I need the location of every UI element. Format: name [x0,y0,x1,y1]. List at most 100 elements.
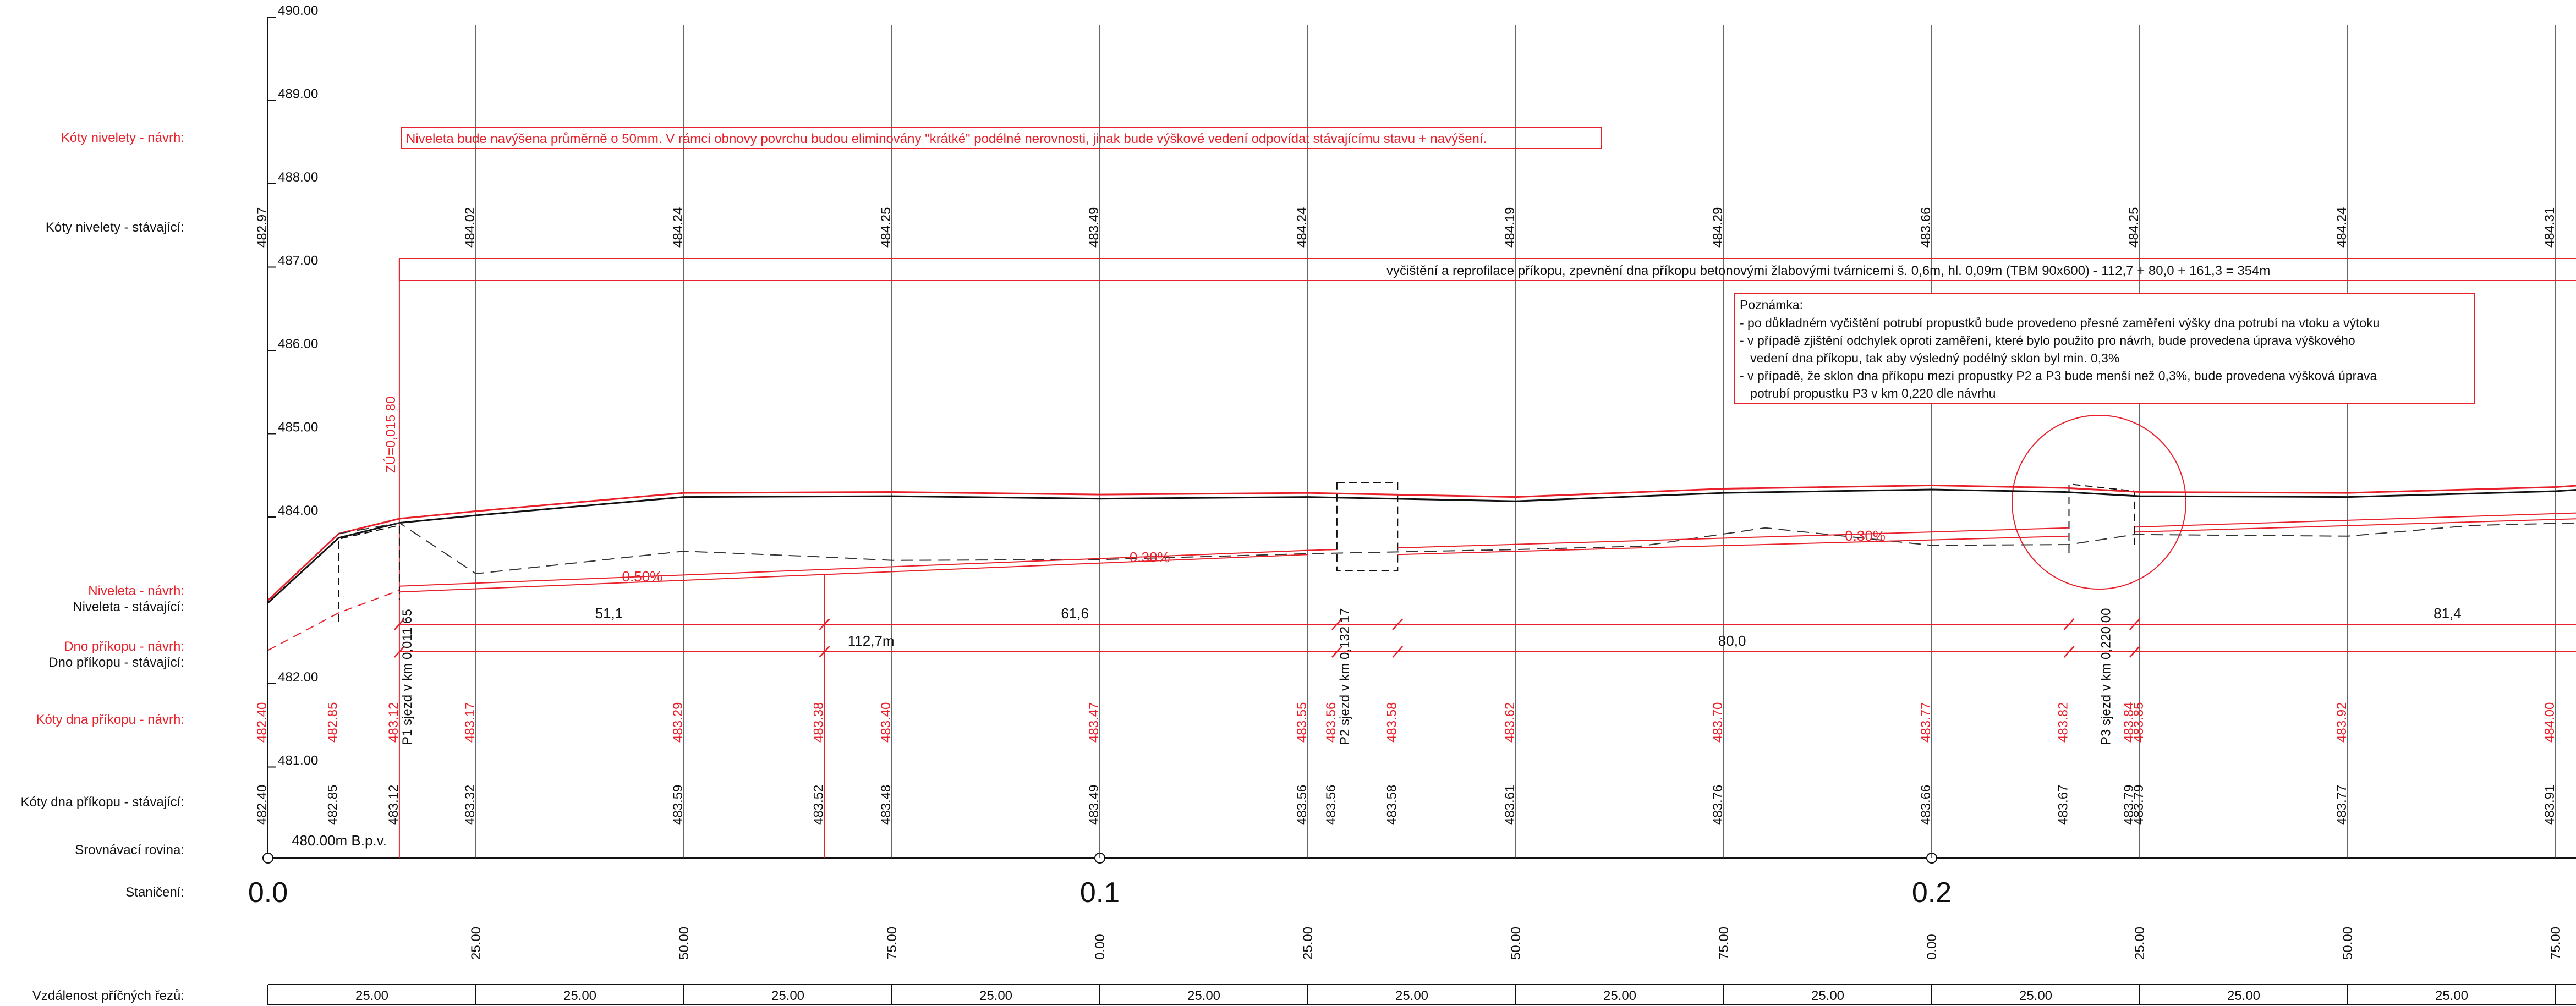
row-label-koty-nivelety-stavajici: Kóty nivelety - stávající: [46,220,184,235]
elevation-label-dno-stavajici: 483.58 [1384,785,1399,825]
km-marker-circle [262,853,273,864]
elevation-tick-label: 488.00 [278,170,318,185]
culvert-p3-box [2068,483,2135,553]
elevation-label-dno-stavajici: 483.77 [2334,785,2349,825]
culvert-label: P3 sjezd v km 0,220 00 [2098,608,2113,745]
dimension-tick [1331,618,1342,630]
distance-cell: 25.00 [563,988,596,1003]
elevation-tick-label: 489.00 [278,87,318,102]
elevation-label-dno-navrh: 483.84 [2122,702,2136,743]
dimension-label: 112,7m [848,633,895,649]
drawing-frame: 490.00 489.00 488.00 487.00 486.00 485.00 484.… [262,3,2576,864]
km-label: 0.2 [1912,877,1952,909]
dimension-tick [1392,618,1404,630]
station-label: 25.00 [469,927,484,960]
elevation-label-dno-stavajici: 483.79 [2122,785,2136,825]
niveleta-note-box [401,127,1602,149]
elevation-label-dno-navrh: 482.40 [255,702,270,743]
distance-cell: 25.00 [979,988,1012,1003]
dimension-tick [1392,646,1404,658]
dimension-tick [2129,646,2140,658]
elevation-label-niveleta: 482.97 [255,207,270,248]
datum-label: 480.00m B.p.v. [292,832,387,849]
km-label: 0.0 [248,877,288,909]
row-label-vzdalenost: Vzdálenost příčných řezů: [32,988,184,1003]
niveleta-note-text: Niveleta bude navýšena průměrně o 50mm. … [406,131,1487,146]
row-label-koty-dna-stavajici: Kóty dna příkopu - stávající: [21,795,184,810]
dno-navrh-line [2134,512,2576,528]
dno-navrh-line [1397,535,2069,556]
elevation-label-niveleta: 483.49 [1087,207,1101,248]
culvert-p2-box [1336,482,1399,571]
elevation-label-dno-navrh: 483.40 [879,702,894,743]
poznamka-title: Poznámka: [1740,298,1803,312]
dimension-tick [819,618,830,630]
elevation-tick-label: 482.00 [278,670,318,685]
elevation-label-niveleta: 484.24 [1295,207,1309,248]
poznamka-line-4: - v případě, že sklon dna příkopu mezi p… [1740,369,2377,383]
elevation-label-niveleta: 484.24 [671,207,686,248]
elevation-tick-label: 481.00 [278,754,318,768]
elevation-label-dno-navrh: 483.29 [671,702,686,743]
profile-lines [267,415,2576,651]
elevation-label-dno-navrh: 483.77 [1919,702,1933,743]
elevation-label-dno-stavajici: 483.56 [1295,785,1309,825]
station-label: 25.00 [1301,927,1316,960]
dimension-tick [393,646,405,658]
elevation-label-dno-navrh: 483.17 [463,702,478,743]
elevation-label-dno-navrh: 483.85 [2131,702,2146,743]
elevation-label-niveleta: 484.19 [1503,207,1517,248]
poznamka-line-1: - po důkladném vyčištění potrubí propust… [1740,316,2380,330]
elevation-label-dno-navrh: 483.47 [1087,702,1101,743]
elevation-tick-label: 486.00 [278,337,318,351]
dno-navrh-line [399,554,1308,593]
row-label-dno-stavajici: Dno příkopu - stávající: [48,655,184,670]
distance-cell: 25.00 [2227,988,2260,1003]
culvert-label: P2 sjezd v km 0,132 17 [1338,608,1352,745]
station-label: 50.00 [677,927,692,960]
station-label: 25.00 [2133,927,2147,960]
elevation-label-dno-stavajici: 483.79 [2131,785,2146,825]
station-grid [398,25,2576,858]
elevation-label-dno-stavajici: 483.56 [1324,785,1339,825]
niveleta-navrh-line [267,484,2576,601]
station-label: 0.00 [1925,934,1939,960]
niveleta-stavajici-line [267,488,2576,604]
elevation-tick-label: 490.00 [278,3,318,18]
elevation-label-dno-stavajici: 482.40 [255,785,270,825]
elevation-label-dno-stavajici: 483.67 [2056,785,2070,825]
distance-cell: 25.00 [1811,988,1844,1003]
dimension-label: 81,4 [2434,605,2462,622]
elevation-label-dno-stavajici: 483.48 [879,785,894,825]
elevation-label-dno-stavajici: 483.61 [1503,785,1517,825]
elevation-label-dno-stavajici: 483.32 [463,785,478,825]
distance-cell: 25.00 [771,988,804,1003]
dimension-label: 51,1 [595,605,623,622]
distance-cell: 25.00 [1603,988,1636,1003]
row-label-dno-navrh: Dno příkopu - návrh: [64,639,184,654]
dno-navrh-line [2134,518,2576,533]
distance-cell: 25.00 [1187,988,1220,1003]
elevation-label-dno-navrh: 483.82 [2056,702,2070,743]
culvert-p1-box [338,524,400,622]
elevation-tick-label: 485.00 [278,420,318,435]
slope-label: 0.30% [1845,527,1886,544]
distance-cell: 25.00 [2019,988,2052,1003]
dno-navrh-line [399,549,1337,587]
poznamka-line-3: vedení dna příkopu, tak aby výsledný pod… [1740,351,2119,365]
dno-stavajici-line [338,522,2576,575]
poznamka-box [1734,293,2475,404]
distance-cell: 25.00 [2435,988,2468,1003]
elevation-label-niveleta: 484.29 [1711,207,1725,248]
elevation-label-dno-stavajici: 482.85 [326,785,341,825]
elevation-label-niveleta: 484.25 [879,207,894,248]
elevation-label-dno-stavajici: 483.76 [1711,785,1725,825]
prikop-band [398,258,2576,281]
row-label-staniceni: Staničení: [125,885,184,900]
elevation-label-dno-navrh: 483.62 [1503,702,1517,743]
elevation-label-dno-navrh: 483.70 [1711,702,1725,743]
distance-cell: 25.00 [1395,988,1428,1003]
station-label: 75.00 [2548,927,2563,960]
prikop-note-text: vyčištění a reprofilace příkopu, zpevněn… [1386,263,2270,278]
